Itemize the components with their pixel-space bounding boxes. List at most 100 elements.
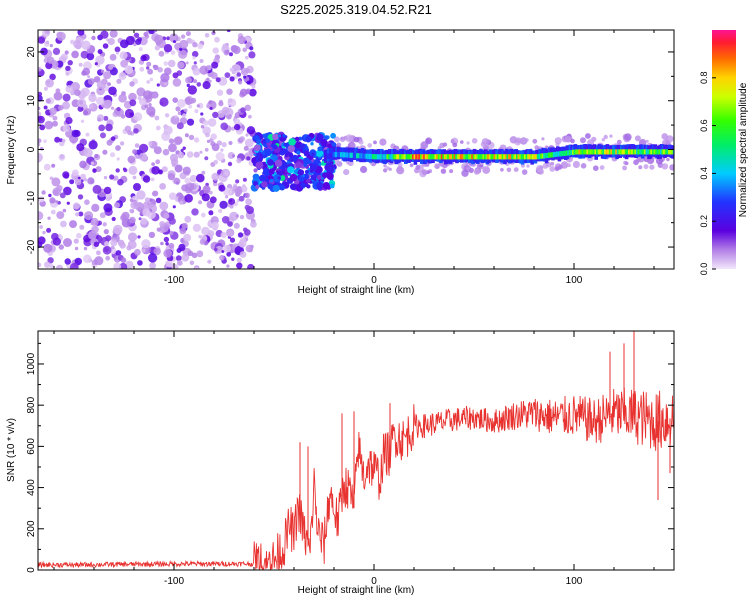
spectrogram-cell bbox=[174, 136, 183, 145]
spectrogram-cell bbox=[55, 88, 61, 94]
spectrogram-cell bbox=[106, 38, 110, 42]
spectrogram-cell bbox=[71, 129, 80, 138]
spectrogram-cell bbox=[166, 36, 171, 41]
spectrogram-cell bbox=[186, 118, 195, 126]
spectrogram-cell bbox=[111, 216, 116, 222]
spectrogram-cell bbox=[525, 138, 529, 142]
spectrogram-cell bbox=[634, 135, 641, 142]
spectrogram-cell bbox=[500, 168, 504, 172]
spectrogram-cell bbox=[62, 124, 71, 132]
spectrogram-cell bbox=[304, 169, 310, 174]
spectrogram-cell bbox=[127, 155, 136, 164]
spectrogram-cell bbox=[41, 190, 46, 195]
spectrogram-cell bbox=[119, 51, 128, 60]
spectrogram-cell bbox=[110, 245, 115, 250]
spectrogram-cell bbox=[177, 111, 182, 116]
spectrogram-cell bbox=[103, 71, 112, 80]
spectrogram-cell bbox=[320, 139, 328, 147]
spectrogram-cell bbox=[244, 104, 251, 112]
spectrogram-cell bbox=[113, 224, 123, 235]
spectrogram-cell bbox=[107, 82, 111, 86]
spectrogram-cell bbox=[110, 239, 118, 247]
spectrogram-cell bbox=[315, 165, 323, 174]
spectrogram-cell bbox=[47, 257, 54, 264]
spectrogram-cell bbox=[38, 95, 43, 102]
spectrogram-cell bbox=[141, 248, 146, 253]
spectrogram-cell bbox=[115, 168, 120, 173]
spectrogram-cell bbox=[223, 187, 233, 197]
colorbar-label: Normalized spectral amplitude bbox=[738, 82, 749, 217]
spectrogram-cell bbox=[47, 216, 51, 220]
spectrogram-cell bbox=[38, 111, 42, 117]
spectrogram-cell bbox=[38, 91, 43, 97]
spectrogram-cell bbox=[63, 186, 72, 196]
spectrogram-cell bbox=[205, 132, 210, 138]
spectrogram-cell bbox=[624, 161, 629, 166]
spectrogram-cell bbox=[248, 51, 256, 59]
spectrogram-cell bbox=[65, 117, 73, 125]
spectrogram-cell bbox=[208, 100, 213, 104]
spectrogram-cell bbox=[86, 52, 95, 61]
spectrogram-cell bbox=[133, 128, 139, 134]
spectrogram-cell bbox=[253, 144, 261, 152]
spectrogram-cell bbox=[236, 72, 242, 77]
spectrogram-cell bbox=[213, 159, 218, 165]
spectrogram-cell bbox=[192, 42, 198, 48]
spectrogram-cell bbox=[638, 165, 643, 170]
spectrogram-cell bbox=[140, 217, 148, 225]
spectrogram-cell bbox=[536, 165, 544, 173]
spectrogram-cell bbox=[58, 154, 66, 161]
spectrogram-cell bbox=[482, 166, 491, 174]
spectrogram-cell bbox=[191, 208, 199, 216]
spectrogram-cell bbox=[267, 159, 274, 166]
spectrogram-cell bbox=[379, 138, 387, 146]
spectrogram-cell bbox=[48, 193, 52, 198]
spectrogram-cell bbox=[81, 40, 91, 50]
spectrogram-cell bbox=[175, 106, 181, 112]
spectrogram-cell bbox=[111, 106, 115, 110]
spectrogram-cell bbox=[116, 157, 120, 161]
spectrogram-cell bbox=[156, 227, 161, 232]
spectrogram-cell bbox=[192, 223, 201, 232]
spectrogram-cell bbox=[310, 174, 317, 181]
spectrogram-cell bbox=[159, 221, 166, 227]
spectrogram-cell bbox=[114, 46, 121, 53]
spectrogram-cell bbox=[219, 254, 225, 261]
spectrogram-cell bbox=[91, 35, 96, 41]
spectrogram-cell bbox=[461, 169, 469, 177]
spectrogram-cell bbox=[208, 79, 212, 83]
snr-y-tick-label: 0 bbox=[26, 567, 37, 573]
spectrogram-cell bbox=[84, 211, 94, 221]
spectrogram-cell bbox=[330, 132, 336, 139]
spectrogram-cell bbox=[97, 49, 103, 55]
spectrogram-cell bbox=[309, 168, 314, 173]
spectrogram-cell bbox=[179, 200, 184, 205]
spectrogram-cell bbox=[194, 266, 199, 269]
spectrogram-cell bbox=[166, 260, 173, 268]
spectrogram-cell bbox=[132, 149, 138, 155]
spectrogram-cell bbox=[49, 264, 54, 269]
spectrogram-cell bbox=[116, 106, 121, 112]
spectrogram-cell bbox=[194, 109, 199, 114]
spectrogram-cell bbox=[168, 138, 175, 144]
spectrogram-cell bbox=[168, 143, 177, 153]
spectrogram-cell bbox=[83, 254, 92, 264]
spectrogram-cell bbox=[124, 65, 134, 75]
spectrogram-cell bbox=[148, 30, 156, 35]
spectrogram-cell bbox=[127, 232, 138, 242]
spectrogram-cell bbox=[84, 199, 90, 205]
spectrogram-cell bbox=[158, 50, 165, 57]
spectrogram-cell bbox=[288, 152, 294, 158]
spectrogram-cell bbox=[83, 148, 93, 158]
spectrogram-cell bbox=[184, 194, 193, 203]
spectrogram-cell bbox=[248, 88, 257, 97]
spectrogram-cell bbox=[222, 43, 228, 49]
spectrogram-cell bbox=[155, 197, 162, 204]
spectrogram-cell bbox=[220, 148, 224, 152]
spectrogram-cell bbox=[147, 253, 158, 263]
spectrogram-cell bbox=[102, 222, 107, 227]
spectrogram-cell bbox=[45, 78, 54, 88]
spectrogram-cell bbox=[251, 84, 256, 89]
spectrogram-cell bbox=[226, 251, 232, 257]
spectrogram-cell bbox=[199, 150, 203, 154]
